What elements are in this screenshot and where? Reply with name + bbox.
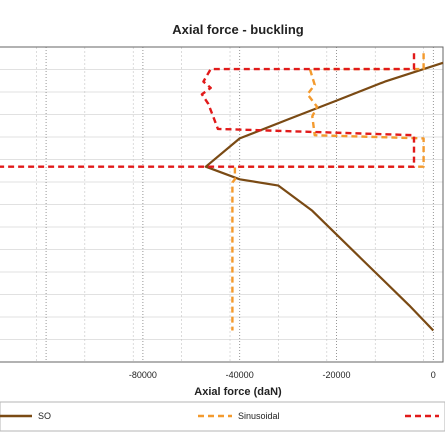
series-line-1 <box>204 61 444 332</box>
x-axis-ticks: -80000 -40000 -20000 0 <box>129 370 436 380</box>
series-layer <box>0 53 444 332</box>
series-line-2 <box>231 53 425 331</box>
grid <box>0 46 443 363</box>
series-line-3 <box>0 53 416 168</box>
x-tick-label: 0 <box>431 370 436 380</box>
x-axis-label: Axial force (daN) <box>194 386 282 398</box>
x-tick-label: -40000 <box>226 370 254 380</box>
chart-title: Axial force - buckling <box>172 22 304 37</box>
legend: SO Sinusoidal <box>0 411 439 421</box>
legend-label-1: SO <box>38 411 51 421</box>
legend-label-2: Sinusoidal <box>238 411 280 421</box>
x-tick-label: -80000 <box>129 370 157 380</box>
x-tick-label: -20000 <box>322 370 350 380</box>
plot-frame <box>0 46 444 363</box>
